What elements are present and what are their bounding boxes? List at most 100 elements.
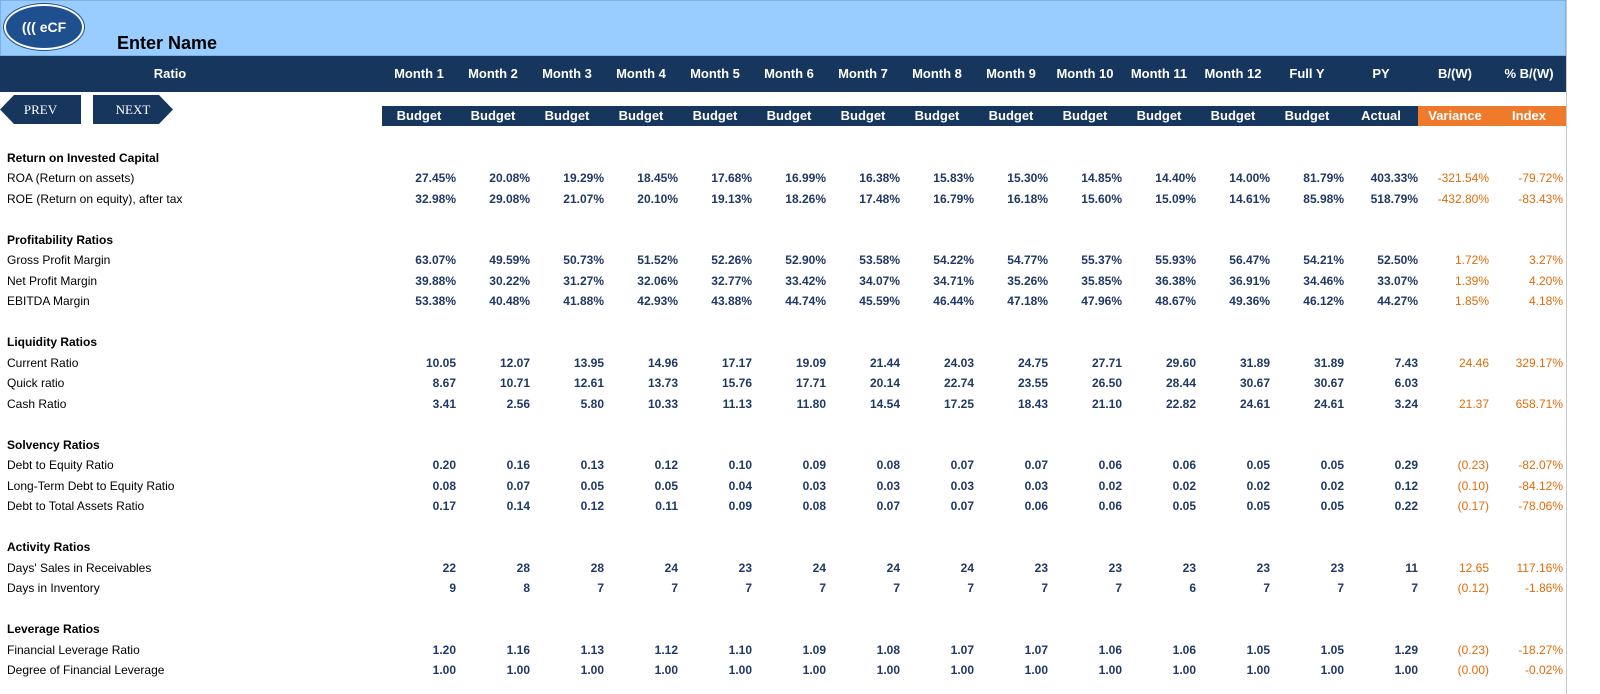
table-cell[interactable]: 16.38% (859, 171, 900, 186)
table-cell[interactable]: 22.74 (943, 376, 974, 391)
table-cell[interactable]: 518.79% (1370, 191, 1418, 206)
table-cell[interactable]: 0.05 (1246, 458, 1270, 473)
table-cell[interactable]: 13.95 (573, 355, 604, 370)
table-cell[interactable]: 14.61% (1229, 191, 1270, 206)
table-cell[interactable]: 21.44 (869, 355, 900, 370)
table-cell[interactable]: 14.00% (1229, 171, 1270, 186)
table-cell[interactable]: 26.50 (1091, 376, 1122, 391)
table-cell[interactable]: 24 (812, 560, 826, 575)
table-cell[interactable]: 11.13 (722, 396, 752, 411)
table-cell[interactable]: 10.33 (647, 396, 678, 411)
table-cell[interactable]: -78.06% (1518, 499, 1563, 513)
table-cell[interactable]: 52.50% (1377, 253, 1418, 268)
table-cell[interactable]: 403.33% (1370, 171, 1418, 186)
table-cell[interactable]: 1.00 (1394, 663, 1418, 677)
table-cell[interactable]: 44.27% (1377, 294, 1418, 309)
table-cell[interactable]: 0.10 (728, 458, 752, 473)
table-cell[interactable]: 49.36% (1229, 294, 1270, 309)
table-cell[interactable]: 15.60% (1081, 191, 1122, 206)
table-cell[interactable]: 32.77% (711, 273, 752, 288)
table-cell[interactable]: 32.98% (415, 191, 456, 206)
table-cell[interactable]: 1.20 (432, 642, 456, 657)
table-cell[interactable]: 24 (886, 560, 900, 575)
table-cell[interactable]: 0.09 (728, 499, 752, 513)
table-cell[interactable]: -321.54% (1437, 171, 1489, 186)
table-cell[interactable]: (0.17) (1457, 499, 1489, 513)
table-cell[interactable]: 7 (819, 581, 826, 595)
table-cell[interactable]: 0.09 (802, 458, 826, 473)
table-cell[interactable]: 1.16 (506, 642, 530, 657)
table-cell[interactable]: 85.98% (1303, 191, 1344, 206)
table-cell[interactable]: (0.00) (1457, 663, 1489, 677)
table-cell[interactable]: 34.71% (933, 273, 974, 288)
table-cell[interactable]: 1.00 (1098, 663, 1122, 677)
table-cell[interactable]: 0.05 (580, 478, 604, 493)
table-cell[interactable]: 29.60 (1165, 355, 1196, 370)
table-cell[interactable]: 23 (1034, 560, 1048, 575)
table-cell[interactable]: 48.67% (1155, 294, 1196, 309)
table-cell[interactable]: 12.07 (499, 355, 530, 370)
table-cell[interactable]: 0.12 (1394, 478, 1418, 493)
table-cell[interactable]: 1.07 (1024, 642, 1048, 657)
table-cell[interactable]: 0.06 (1098, 499, 1122, 513)
table-cell[interactable]: 0.05 (1172, 499, 1196, 513)
table-cell[interactable]: 20.10% (637, 191, 678, 206)
table-cell[interactable]: 15.83% (933, 171, 974, 186)
table-cell[interactable]: 0.07 (950, 499, 974, 513)
table-cell[interactable]: 7.43 (1394, 355, 1418, 370)
table-cell[interactable]: -83.43% (1518, 191, 1563, 206)
table-cell[interactable]: 7 (1411, 581, 1418, 595)
table-cell[interactable]: 3.27% (1528, 253, 1563, 268)
table-cell[interactable]: 0.03 (950, 478, 974, 493)
table-cell[interactable]: 54.21% (1303, 253, 1344, 268)
table-cell[interactable]: 16.18% (1007, 191, 1048, 206)
table-cell[interactable]: 16.79% (933, 191, 974, 206)
table-cell[interactable]: 0.07 (876, 499, 900, 513)
table-cell[interactable]: 24 (664, 560, 678, 575)
table-cell[interactable]: 35.26% (1007, 273, 1048, 288)
table-cell[interactable]: 0.20 (432, 458, 456, 473)
table-cell[interactable]: 47.18% (1007, 294, 1048, 309)
table-cell[interactable]: 41.88% (563, 294, 604, 309)
table-cell[interactable]: 14.85% (1081, 171, 1122, 186)
table-cell[interactable]: 17.17 (721, 355, 752, 370)
table-cell[interactable]: 0.29 (1394, 458, 1418, 473)
table-cell[interactable]: 43.88% (711, 294, 752, 309)
table-cell[interactable]: 0.05 (654, 478, 678, 493)
table-cell[interactable]: 55.93% (1155, 253, 1196, 268)
table-cell[interactable]: 1.12 (654, 642, 678, 657)
table-cell[interactable]: 0.06 (1172, 458, 1196, 473)
table-cell[interactable]: 7 (893, 581, 900, 595)
table-cell[interactable]: 14.54 (869, 396, 900, 411)
table-cell[interactable]: 34.46% (1303, 273, 1344, 288)
table-cell[interactable]: -18.27% (1518, 642, 1563, 657)
table-cell[interactable]: 4.18% (1528, 294, 1563, 309)
table-cell[interactable]: 0.08 (802, 499, 826, 513)
table-cell[interactable]: 11 (1405, 560, 1418, 575)
table-cell[interactable]: 19.13% (711, 191, 752, 206)
table-cell[interactable]: 0.08 (876, 458, 900, 473)
table-cell[interactable]: 1.00 (654, 663, 678, 677)
table-cell[interactable]: 1.00 (432, 663, 456, 677)
table-cell[interactable]: 0.05 (1320, 499, 1344, 513)
table-cell[interactable]: 52.26% (711, 253, 752, 268)
table-cell[interactable]: 36.38% (1155, 273, 1196, 288)
table-cell[interactable]: 5.80 (580, 396, 604, 411)
table-cell[interactable]: 46.12% (1303, 294, 1344, 309)
table-cell[interactable]: 35.85% (1081, 273, 1122, 288)
table-cell[interactable]: 0.06 (1098, 458, 1122, 473)
table-cell[interactable]: 658.71% (1515, 396, 1563, 411)
table-cell[interactable]: 40.48% (489, 294, 530, 309)
table-cell[interactable]: 1.85% (1454, 294, 1489, 309)
table-cell[interactable]: 53.38% (415, 294, 456, 309)
table-cell[interactable]: 63.07% (415, 253, 456, 268)
table-cell[interactable]: 45.59% (859, 294, 900, 309)
table-cell[interactable]: 49.59% (489, 253, 530, 268)
table-cell[interactable]: 1.00 (1246, 663, 1270, 677)
table-cell[interactable]: 0.07 (506, 478, 530, 493)
table-cell[interactable]: 1.00 (506, 663, 530, 677)
table-cell[interactable]: 8.67 (432, 376, 456, 391)
table-cell[interactable]: 0.06 (1024, 499, 1048, 513)
table-cell[interactable]: 36.91% (1229, 273, 1270, 288)
table-cell[interactable]: 44.74% (785, 294, 826, 309)
